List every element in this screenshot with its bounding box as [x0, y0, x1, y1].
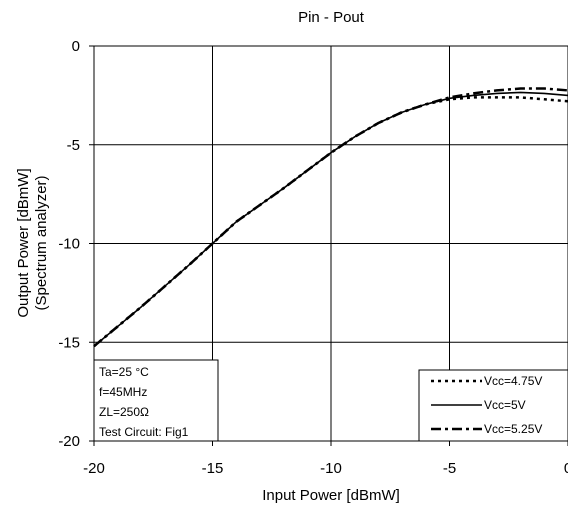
conditions-box: Ta=25 °C f=45MHz ZL=250Ω Test Circuit: F… — [93, 359, 219, 442]
y-tick-label-minus-5: -5 — [67, 137, 80, 154]
condition-frequency: f=45MHz — [99, 385, 147, 399]
x-axis-label: Input Power [dBmW] — [262, 487, 400, 504]
x-tick-label-0: 0 — [564, 460, 568, 477]
legend-label-vcc-5-25: Vcc=5.25V — [484, 422, 542, 436]
y-tick-label-minus-15: -15 — [58, 334, 80, 351]
legend-label-vcc-4-75: Vcc=4.75V — [484, 374, 542, 388]
condition-temperature: Ta=25 °C — [99, 365, 149, 379]
tick-labels: -20 -15 -10 -5 0 0 -5 -10 -15 -20 — [58, 38, 568, 477]
y-tick-label-minus-10: -10 — [58, 236, 80, 253]
x-tick-label-minus-15: -15 — [202, 460, 224, 477]
legend: Vcc=4.75V Vcc=5V Vcc=5.25V — [418, 369, 568, 442]
grid — [94, 46, 568, 441]
condition-load: ZL=250Ω — [99, 405, 149, 419]
x-tick-label-minus-5: -5 — [443, 460, 456, 477]
condition-circuit: Test Circuit: Fig1 — [99, 425, 189, 439]
y-axis-label-line-1: Output Power [dBmW] — [15, 168, 32, 317]
series-line-3 — [93, 87, 568, 348]
y-axis-label: Output Power [dBmW] (Spectrum analyzer) — [15, 168, 50, 317]
y-tick-label-0: 0 — [72, 38, 80, 55]
legend-label-vcc-5: Vcc=5V — [484, 398, 526, 412]
series-group — [93, 87, 568, 348]
y-axis-label-line-2: (Spectrum analyzer) — [33, 175, 50, 310]
series-line-1 — [93, 96, 568, 348]
y-tick-label-minus-20: -20 — [58, 433, 80, 450]
chart-title: Pin - Pout — [298, 9, 365, 26]
conditions-box-frame — [93, 359, 219, 442]
x-tick-label-minus-20: -20 — [83, 460, 105, 477]
x-tick-label-minus-10: -10 — [320, 460, 342, 477]
